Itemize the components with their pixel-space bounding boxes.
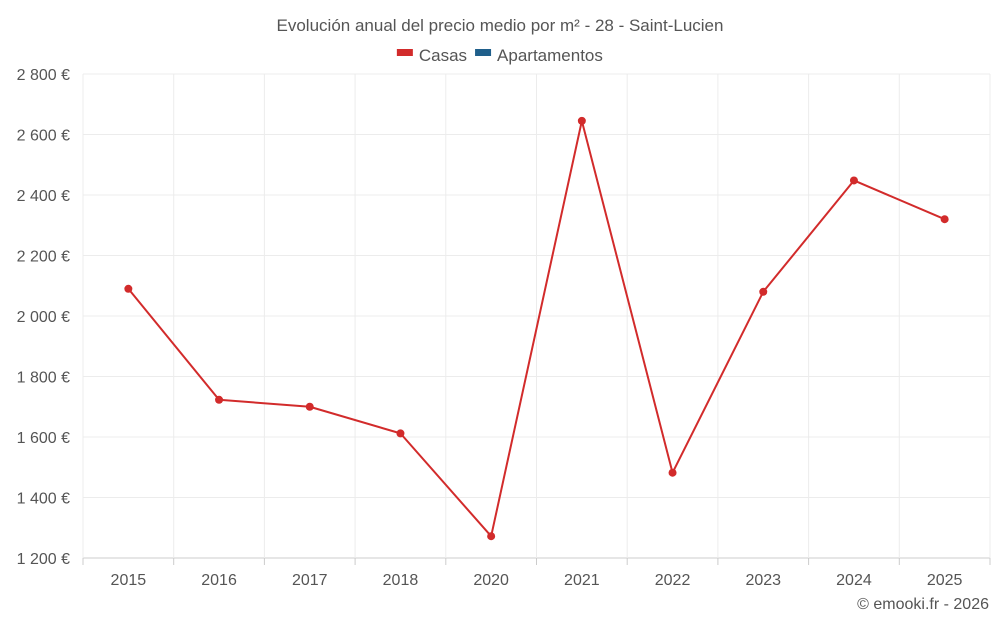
x-tick-label: 2017 [292, 572, 328, 589]
x-tick-label: 2023 [745, 572, 781, 589]
data-point[interactable] [940, 215, 949, 224]
y-tick-label: 2 200 € [17, 249, 70, 266]
legend-swatch [475, 49, 492, 56]
data-point[interactable] [668, 468, 677, 477]
x-axis: 2015 2016 2017 2018 2020 2021 2022 2023 2024 2025 [82, 558, 991, 589]
data-point[interactable] [124, 284, 133, 293]
data-point[interactable] [396, 429, 405, 438]
series-line-casas [127, 119, 946, 538]
y-tick-label: 1 600 € [17, 430, 70, 447]
x-tick-label: 2018 [383, 572, 419, 589]
data-point[interactable] [215, 395, 224, 404]
legend: Casas Apartamentos [396, 46, 603, 65]
x-tick-label: 2022 [655, 572, 691, 589]
y-tick-label: 1 800 € [17, 370, 70, 387]
y-tick-label: 1 200 € [17, 551, 70, 568]
data-point[interactable] [849, 176, 858, 185]
chart-title: Evolución anual del precio medio por m² … [277, 16, 724, 35]
y-tick-label: 2 400 € [17, 188, 70, 205]
x-tick-label: 2016 [201, 572, 237, 589]
y-tick-label: 2 600 € [17, 128, 70, 145]
data-point[interactable] [577, 116, 586, 125]
y-tick-label: 2 000 € [17, 309, 70, 326]
data-point[interactable] [487, 532, 496, 541]
series-layer [124, 116, 949, 541]
x-tick-label: 2024 [836, 572, 872, 589]
legend-label[interactable]: Casas [419, 46, 467, 65]
legend-swatch [396, 49, 413, 56]
y-axis: 1 200 € 1 400 € 1 600 € 1 800 € 2 000 € 2 200… [17, 67, 70, 568]
legend-label[interactable]: Apartamentos [497, 46, 603, 65]
data-point[interactable] [759, 287, 768, 296]
x-tick-label: 2025 [927, 572, 963, 589]
credit-text: © emooki.fr - 2026 [857, 596, 989, 613]
x-tick-label: 2015 [111, 572, 147, 589]
x-tick-label: 2021 [564, 572, 600, 589]
y-tick-label: 2 800 € [17, 67, 70, 84]
y-tick-label: 1 400 € [17, 491, 70, 508]
grid [82, 73, 991, 559]
data-point[interactable] [305, 402, 314, 411]
x-tick-label: 2020 [473, 572, 509, 589]
